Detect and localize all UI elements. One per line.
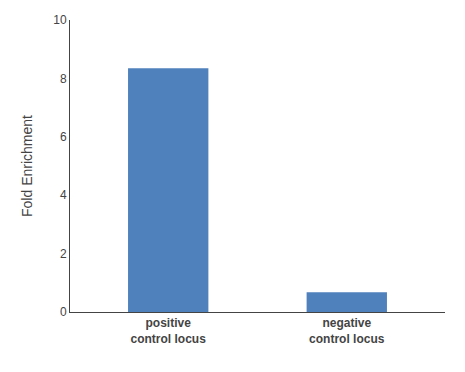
svg-text:Fold Enrichment: Fold Enrichment: [19, 115, 35, 217]
svg-text:4: 4: [60, 188, 67, 202]
svg-text:2: 2: [60, 247, 67, 261]
svg-text:6: 6: [60, 130, 67, 144]
svg-text:10: 10: [53, 13, 67, 27]
svg-text:0: 0: [60, 305, 67, 319]
svg-text:positivecontrol locus: positivecontrol locus: [131, 316, 207, 346]
svg-text:8: 8: [60, 72, 67, 86]
svg-text:negativecontrol locus: negativecontrol locus: [309, 316, 385, 346]
